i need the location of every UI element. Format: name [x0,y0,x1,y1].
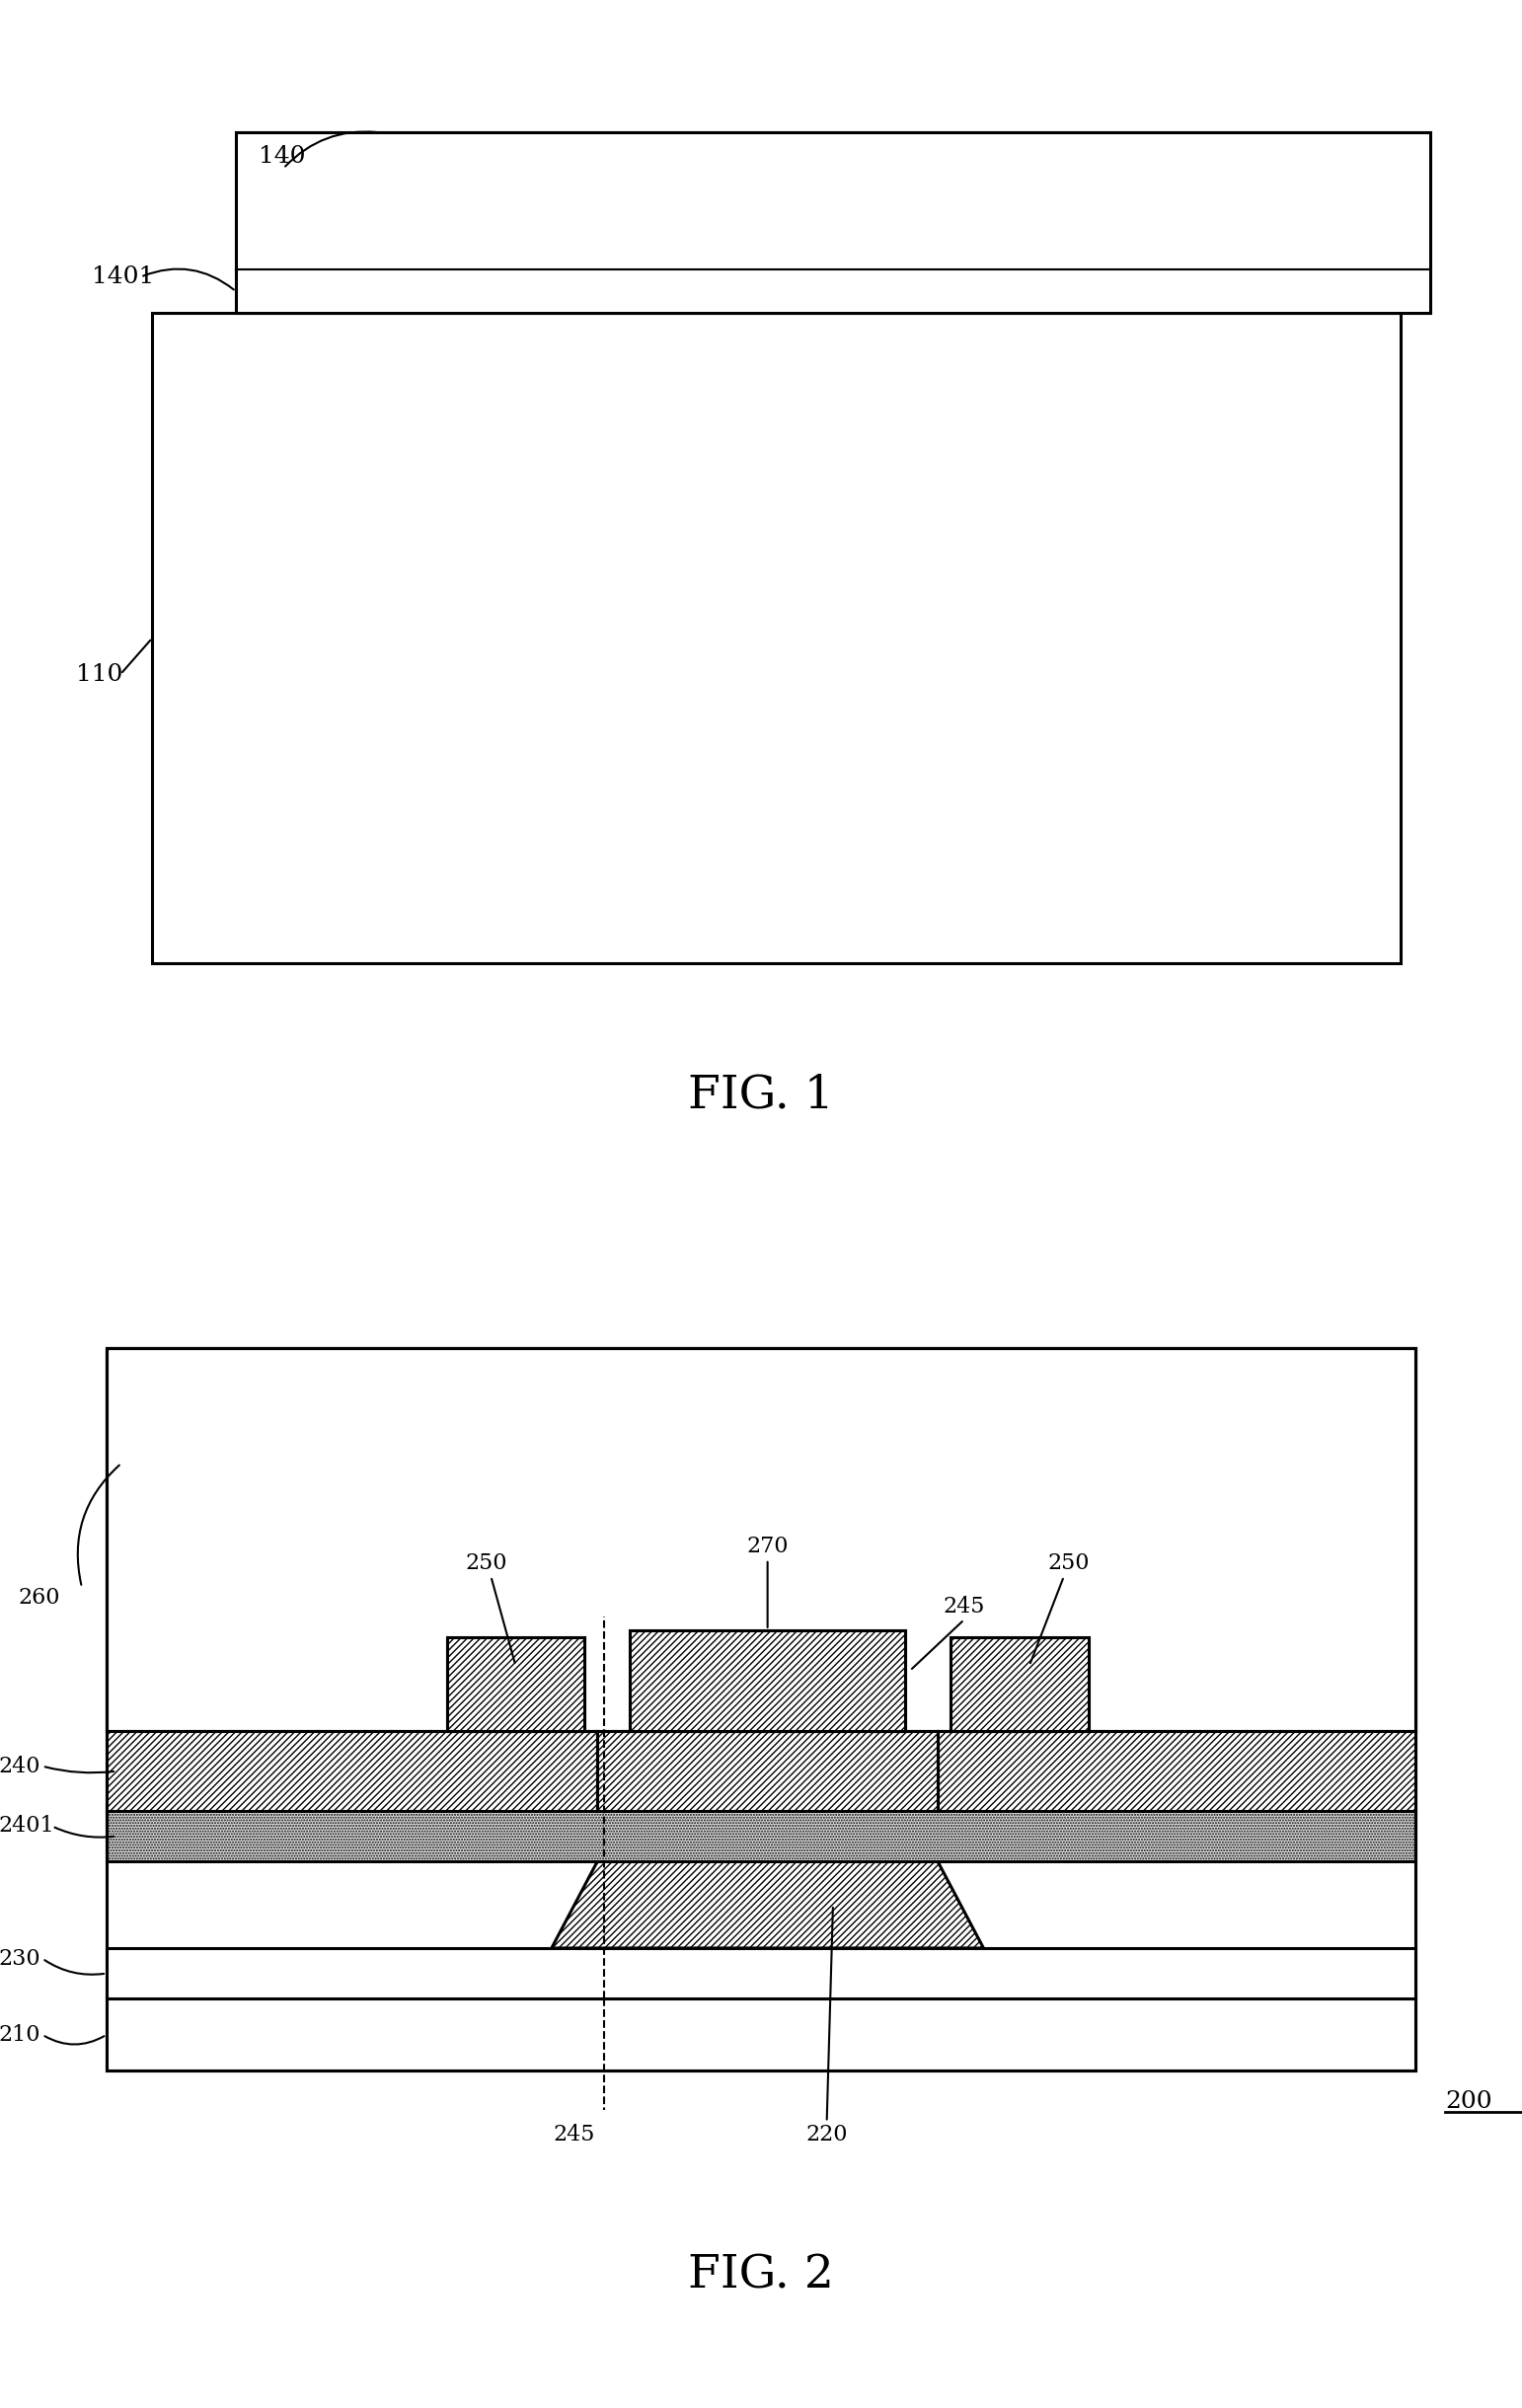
Bar [597,1731,938,1811]
Bar [110,1351,1412,1731]
Text: 220: 220 [805,2124,848,2146]
Bar [107,1348,1415,2071]
Bar [107,1731,597,1811]
Bar [107,1348,1415,1731]
Bar [630,1630,906,1731]
Text: FIG. 1: FIG. 1 [688,1074,834,1117]
Text: 260: 260 [18,1587,59,1609]
Bar [236,132,1431,270]
Bar [938,1731,1415,1811]
Bar [107,1348,1415,1731]
Text: 240: 240 [0,1755,40,1777]
Bar [107,1999,1415,2071]
Bar [236,132,1431,313]
Bar [107,1348,1415,1731]
Text: FIG. 2: FIG. 2 [688,2254,834,2297]
Bar [107,1948,1415,1999]
Bar [938,1731,1415,1811]
Bar [447,1637,584,1731]
Text: 1401: 1401 [91,265,154,289]
Bar [951,1637,1088,1731]
Bar [630,1630,906,1731]
Bar [236,270,1431,313]
Bar [597,1731,938,1811]
Text: 140: 140 [259,144,306,169]
Bar [951,1637,1088,1731]
Polygon shape [551,1861,983,1948]
Bar [107,1731,597,1811]
Bar [447,1637,584,1731]
Bar [447,1637,584,1731]
Text: 245: 245 [554,2124,595,2146]
Bar [107,1348,1415,2071]
Bar [630,1630,906,1731]
Text: 200: 200 [1444,2090,1492,2114]
Polygon shape [107,1811,1415,1861]
Text: 250: 250 [466,1553,507,1575]
Text: 245: 245 [944,1597,985,1618]
Text: 2401: 2401 [0,1816,53,1837]
Text: 230: 230 [0,1948,40,1970]
Text: 250: 250 [1047,1553,1090,1575]
Text: 110: 110 [76,662,123,686]
Bar [630,1630,906,1731]
Text: 270: 270 [747,1536,788,1558]
Bar [951,1637,1088,1731]
Bar [447,1637,584,1731]
Bar [951,1637,1088,1731]
Bar [152,313,1400,963]
Text: 210: 210 [0,2023,40,2047]
